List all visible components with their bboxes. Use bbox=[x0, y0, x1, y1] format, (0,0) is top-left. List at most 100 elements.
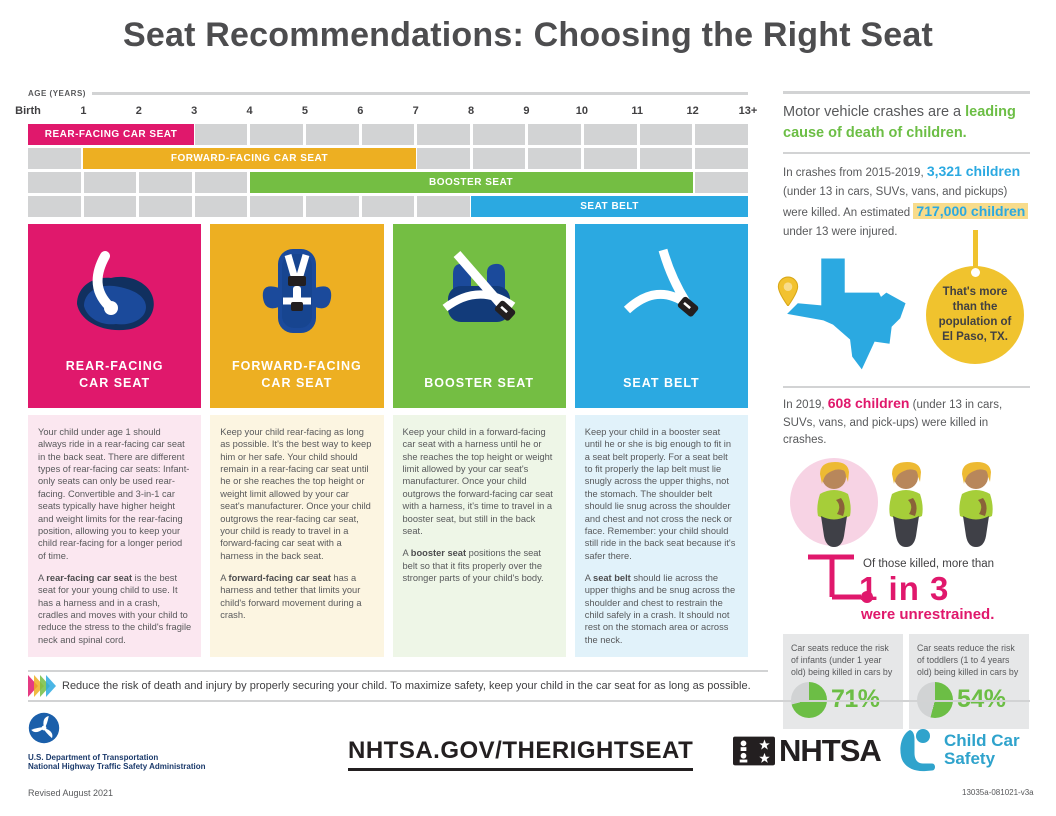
tick-label: 2 bbox=[135, 105, 142, 117]
sidebar: Motor vehicle crashes are a leading caus… bbox=[777, 91, 1030, 729]
card-seat-belt: SEAT BELT bbox=[574, 224, 748, 408]
stat-number: 3,321 children bbox=[926, 163, 1021, 179]
nhtsa-logo-icon bbox=[733, 736, 775, 766]
pie-chart-71 bbox=[791, 681, 827, 718]
divider bbox=[783, 91, 1030, 94]
stat-box-text: Car seats reduce the risk of infants (un… bbox=[791, 642, 893, 678]
seat-belt-icon bbox=[611, 236, 711, 352]
age-axis-label: AGE (YEARS) bbox=[28, 88, 86, 98]
paragraph: Keep your child in a forward-facing car … bbox=[402, 427, 553, 536]
tick-label: 10 bbox=[575, 105, 588, 117]
connector-line bbox=[973, 230, 978, 272]
percentage-value: 54% bbox=[957, 685, 1006, 714]
timeline-cell bbox=[139, 196, 192, 217]
timeline-bar: BOOSTER SEAT bbox=[249, 172, 693, 193]
nhtsa-url-link[interactable]: NHTSA.GOV/THERIGHTSEAT bbox=[348, 737, 694, 771]
timeline-row: BOOSTER SEAT bbox=[28, 172, 748, 193]
child-car-safety-text: Child Car Safety bbox=[944, 731, 1020, 768]
tick-label: 3 bbox=[191, 105, 198, 117]
timeline-bar: FORWARD-FACING CAR SEAT bbox=[83, 148, 416, 169]
timeline-ticks: Birth 1 2 3 4 5 6 7 8 9 10 11 12 13+ bbox=[15, 105, 757, 120]
child-figure-icon bbox=[950, 460, 1002, 548]
booster-seat-icon bbox=[429, 236, 529, 352]
toddler-stat-box: Car seats reduce the risk of toddlers (1… bbox=[909, 633, 1029, 729]
infant-stat-box: Car seats reduce the risk of infants (un… bbox=[783, 633, 903, 729]
connector-dot bbox=[971, 268, 980, 277]
card-rear-facing: REAR-FACING CAR SEAT bbox=[28, 224, 202, 408]
dot-logo-block: U.S. Department of Transportation Nation… bbox=[28, 712, 206, 771]
crash-stat-paragraph: In crashes from 2015-2019, 3,321 childre… bbox=[783, 162, 1030, 242]
seat-cards: REAR-FACING CAR SEAT bbox=[28, 224, 748, 408]
timeline-cell bbox=[417, 124, 470, 145]
paragraph: A booster seat positions the seat belt s… bbox=[402, 548, 544, 583]
unrestrained-ratio: 1 in 3 bbox=[859, 569, 950, 607]
forward-facing-car-seat-icon bbox=[247, 236, 347, 352]
paragraph: A seat belt should lie across the upper … bbox=[584, 572, 736, 645]
stat-number: 608 children bbox=[827, 395, 910, 411]
timeline-cell bbox=[250, 196, 304, 217]
timeline-cell bbox=[250, 124, 304, 145]
timeline-row: REAR-FACING CAR SEAT bbox=[28, 124, 748, 145]
population-callout: That's more than the population of El Pa… bbox=[926, 266, 1024, 364]
texas-graphic: That's more than the population of El Pa… bbox=[777, 230, 1030, 378]
seat-belt-description: Keep your child in a booster seat until … bbox=[574, 415, 748, 658]
card-title: FORWARD-FACING CAR SEAT bbox=[232, 359, 362, 391]
card-forward-facing: FORWARD-FACING CAR SEAT bbox=[210, 224, 384, 408]
tick-label: 13+ bbox=[738, 105, 758, 117]
revised-date: Revised August 2021 bbox=[28, 788, 114, 798]
tick-label: 4 bbox=[246, 105, 253, 117]
dept-line1: U.S. Department of Transportation bbox=[28, 753, 159, 762]
forward-facing-description: Keep your child rear-facing as long as p… bbox=[210, 415, 384, 658]
timeline-cell bbox=[194, 124, 248, 145]
texas-map bbox=[787, 258, 906, 370]
timeline-cell bbox=[194, 196, 248, 217]
card-title: BOOSTER SEAT bbox=[424, 376, 534, 391]
banner-top-line bbox=[28, 670, 768, 672]
tick-label: 9 bbox=[523, 105, 530, 117]
timeline-cell bbox=[584, 124, 637, 145]
timeline-cell bbox=[584, 148, 637, 169]
card-booster: BOOSTER SEAT bbox=[392, 224, 566, 408]
timeline-cell bbox=[83, 196, 137, 217]
child-car-safety-icon bbox=[900, 729, 935, 772]
timeline-cell bbox=[639, 148, 693, 169]
timeline-cell bbox=[306, 196, 359, 217]
timeline-cell bbox=[528, 148, 582, 169]
tick-label: 7 bbox=[412, 105, 419, 117]
unrestrained-caption: were unrestrained. bbox=[861, 605, 995, 623]
timeline-cell bbox=[695, 148, 748, 169]
divider bbox=[783, 386, 1030, 388]
seat-descriptions: Your child under age 1 should always rid… bbox=[28, 415, 748, 658]
timeline-cell bbox=[306, 124, 359, 145]
banner-bottom-line bbox=[28, 700, 1030, 702]
age-axis-line bbox=[91, 91, 748, 95]
child-figure-icon bbox=[880, 460, 932, 548]
banner-text: Reduce the risk of death and injury by p… bbox=[62, 680, 751, 692]
tick-label: 1 bbox=[80, 105, 87, 117]
unrestrained-stat: Of those killed, more than 1 in 3 were u… bbox=[783, 550, 1030, 626]
timeline-cell bbox=[28, 172, 81, 193]
age-axis: AGE (YEARS) bbox=[28, 88, 748, 98]
booster-description: Keep your child in a forward-facing car … bbox=[392, 415, 566, 658]
card-title: REAR-FACING CAR SEAT bbox=[65, 359, 164, 391]
paragraph: Keep your child rear-facing as long as p… bbox=[220, 427, 372, 561]
stat-boxes: Car seats reduce the risk of infants (un… bbox=[783, 633, 1030, 729]
timeline-cell bbox=[361, 124, 415, 145]
bracket-line bbox=[808, 554, 873, 603]
percentage-value: 71% bbox=[831, 685, 880, 714]
timeline-cell bbox=[472, 148, 526, 169]
timeline-cell bbox=[472, 124, 526, 145]
nhtsa-logo-text: NHTSA bbox=[779, 733, 882, 768]
dept-line2: National Highway Traffic Safety Administ… bbox=[28, 762, 206, 771]
unrestrained-label: Of those killed, more than bbox=[863, 557, 995, 570]
tick-label: 12 bbox=[686, 105, 699, 117]
nhtsa-logo: NHTSA bbox=[733, 733, 882, 769]
timeline-cell bbox=[83, 172, 137, 193]
timeline-row: SEAT BELT bbox=[28, 196, 748, 217]
timeline-grid: REAR-FACING CAR SEAT FORWARD-FACING CAR S… bbox=[28, 124, 748, 217]
child-car-safety-logo: Child Car Safety bbox=[898, 728, 1020, 772]
pie-chart-54 bbox=[917, 681, 953, 718]
paragraph: Your child under age 1 should always rid… bbox=[38, 427, 190, 561]
tick-label: 11 bbox=[631, 105, 644, 117]
tick-label: 6 bbox=[357, 105, 364, 117]
